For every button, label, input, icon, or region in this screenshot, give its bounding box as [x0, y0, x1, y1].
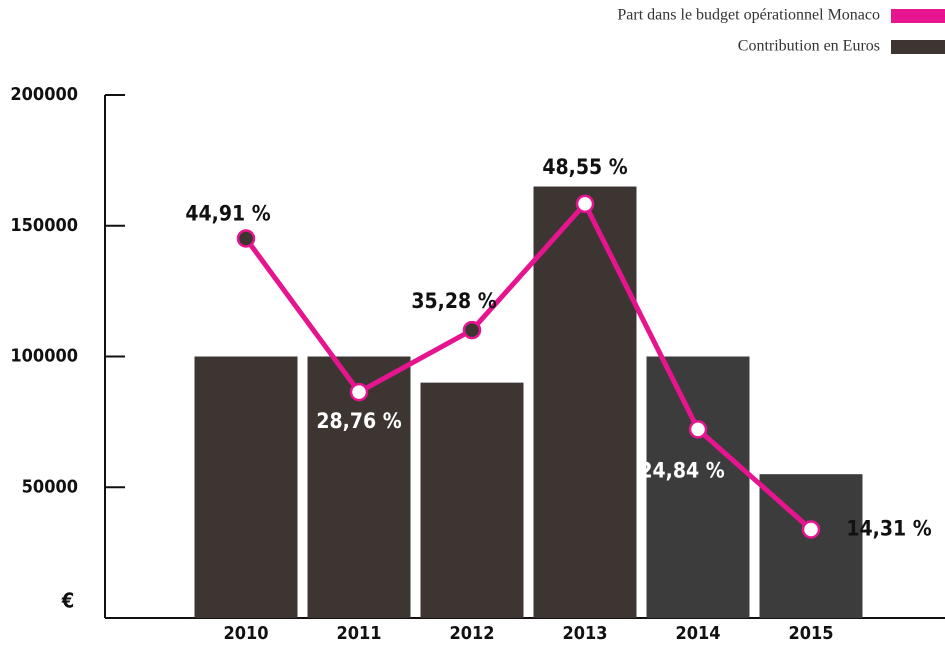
marker — [801, 520, 821, 539]
data-label: 48,55 % — [542, 155, 627, 179]
legend-swatch — [891, 9, 945, 23]
data-label: 24,84 % — [639, 458, 724, 482]
y-tick-label: 100000 — [10, 346, 78, 367]
bar — [646, 356, 750, 618]
data-label: 35,28 % — [411, 289, 496, 313]
marker — [462, 320, 482, 340]
x-tick-label: 2015 — [788, 623, 833, 644]
data-label: 14,31 % — [846, 516, 931, 540]
marker — [236, 229, 256, 248]
bar — [420, 382, 524, 618]
x-tick-label: 2014 — [675, 623, 720, 644]
y-tick-label: 50000 — [22, 476, 78, 497]
x-tick-label: 2012 — [449, 623, 494, 644]
data-label: 44,91 % — [185, 201, 270, 225]
x-tick-label: 2013 — [562, 623, 607, 644]
marker — [688, 420, 708, 439]
y-tick-label: 150000 — [10, 215, 78, 236]
bar — [194, 356, 298, 618]
legend-label: Part dans le budget opérationnel Monaco — [617, 7, 880, 24]
y-tick-label: 200000 — [10, 84, 78, 105]
y-axis-label: € — [61, 589, 75, 613]
x-tick-label: 2010 — [223, 623, 268, 644]
marker — [349, 382, 369, 402]
x-tick-label: 2011 — [336, 623, 381, 644]
line — [243, 201, 813, 532]
legend-label: Contribution en Euros — [738, 38, 880, 55]
marker — [575, 194, 595, 214]
data-label: 28,76 % — [316, 409, 401, 433]
bar — [533, 186, 637, 618]
legend-swatch — [891, 40, 945, 54]
